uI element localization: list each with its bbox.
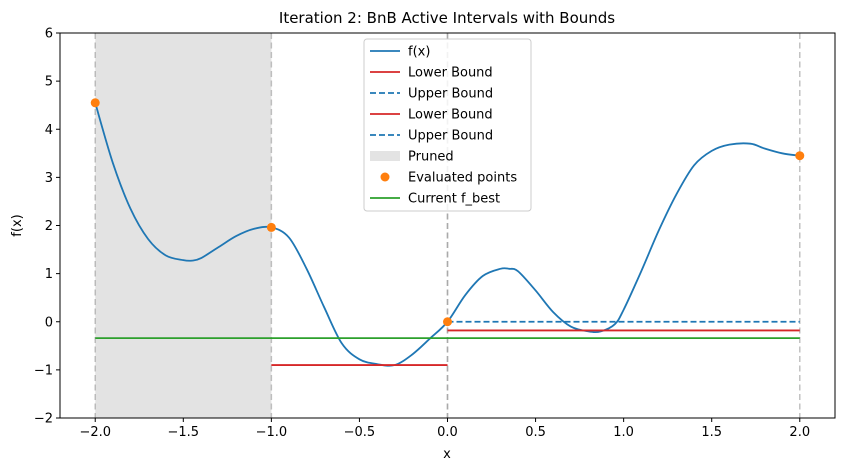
- x-axis-label: x: [443, 447, 451, 462]
- pruned-region: [95, 33, 272, 418]
- legend-patch-swatch: [370, 151, 400, 161]
- y-tick-label: −1: [34, 363, 53, 378]
- x-tick-label: −1.5: [168, 425, 200, 440]
- legend-label: Current f_best: [408, 192, 500, 207]
- y-axis-label: f(x): [10, 214, 25, 236]
- legend-label: f(x): [408, 45, 430, 60]
- y-tick-label: 6: [45, 27, 53, 42]
- legend-label: Upper Bound: [408, 87, 493, 102]
- x-tick-label: 1.0: [613, 425, 634, 440]
- x-tick-label: −0.5: [344, 425, 376, 440]
- legend-label: Pruned: [408, 150, 454, 165]
- y-tick-label: 0: [45, 315, 53, 330]
- legend-label: Evaluated points: [408, 171, 517, 186]
- x-tick-label: −1.0: [256, 425, 288, 440]
- x-tick-label: 0.5: [525, 425, 546, 440]
- y-tick-label: 1: [45, 267, 53, 282]
- y-tick-label: 4: [45, 123, 53, 138]
- evaluated-point: [266, 222, 276, 232]
- legend-box: [363, 38, 532, 212]
- legend: f(x) Lower Bound Upper Bound Lower Bound Upp…: [363, 38, 532, 212]
- y-tick-label: 5: [45, 75, 53, 90]
- evaluated-point: [443, 317, 452, 327]
- evaluated-point: [795, 151, 805, 161]
- x-tick-label: 0.0: [437, 425, 458, 440]
- legend-label: Lower Bound: [408, 108, 493, 123]
- plot-content: [94, 33, 801, 418]
- axis-ticks: −2.0 −1.5 −1.0 −0.5 0.0 0.5 1.0 1.5 2.0 −2 −1 0 1 2 3 4…: [34, 27, 810, 441]
- y-tick-label: 2: [45, 219, 53, 234]
- fx-curve-line: [94, 102, 800, 367]
- x-tick-label: 2.0: [789, 425, 810, 440]
- plot-area: [90, 33, 805, 418]
- evaluated-point: [90, 98, 100, 108]
- x-tick-label: 1.5: [701, 425, 722, 440]
- chart-title: Iteration 2: BnB Active Intervals with B…: [279, 9, 615, 27]
- legend-marker-swatch: [380, 172, 390, 182]
- legend-label: Lower Bound: [408, 66, 493, 81]
- y-tick-label: −2: [34, 412, 53, 427]
- y-tick-label: 3: [45, 171, 53, 186]
- x-tick-label: −2.0: [79, 425, 111, 440]
- legend-label: Upper Bound: [408, 129, 493, 144]
